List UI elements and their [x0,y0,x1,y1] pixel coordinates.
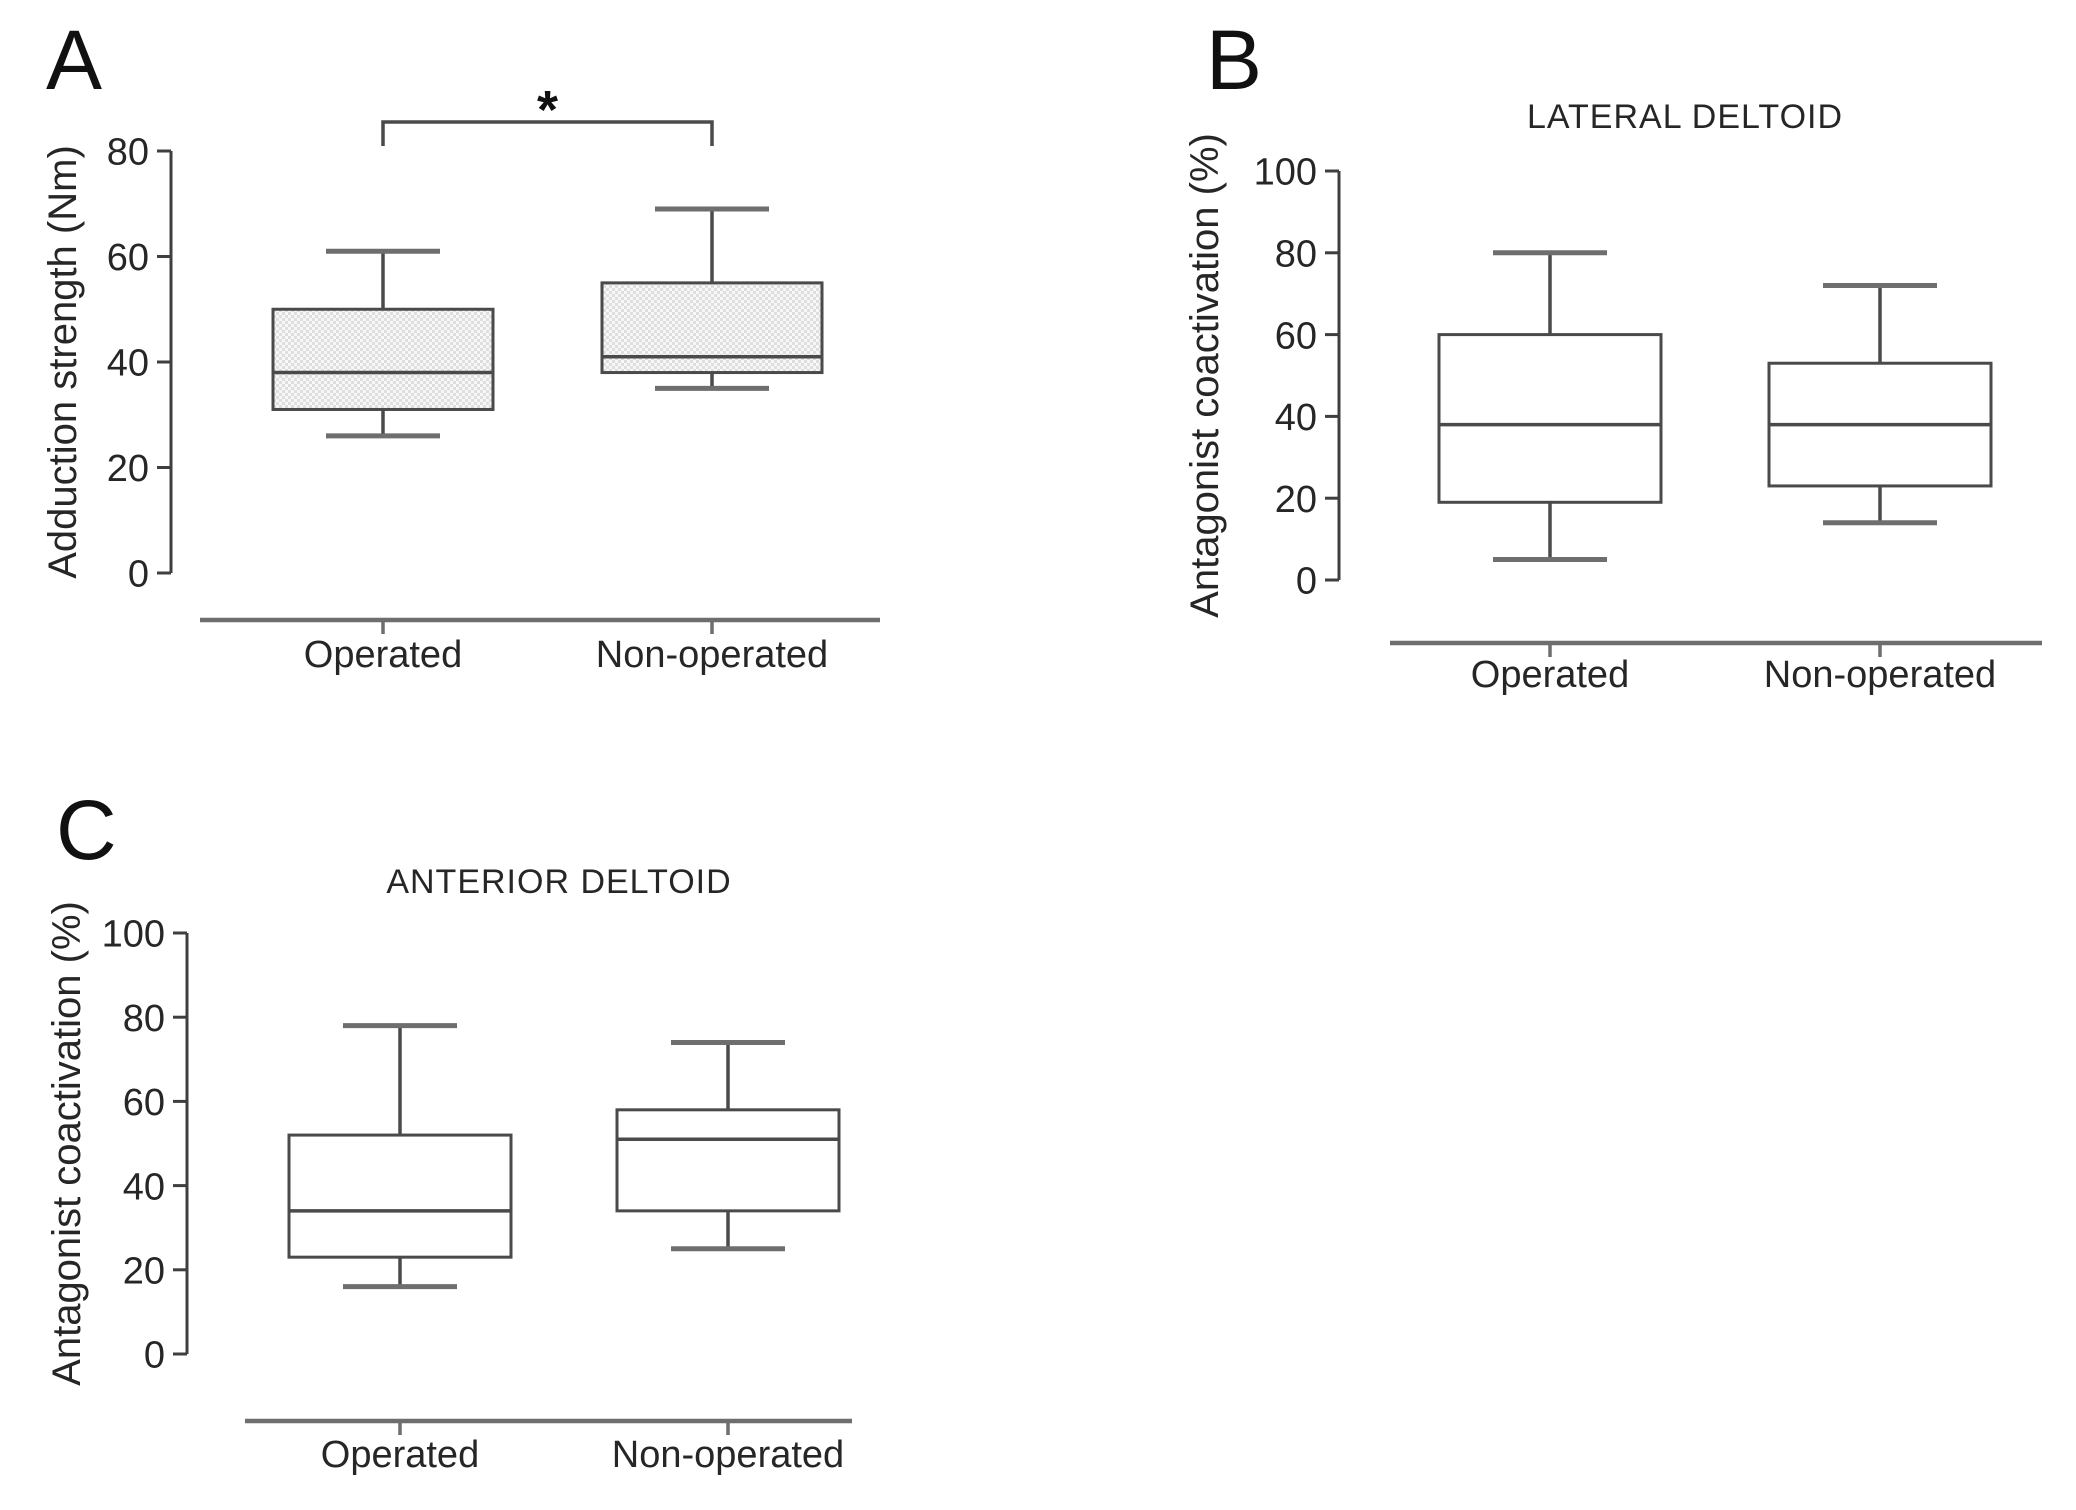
iqr-box [287,1133,513,1259]
box-operated [1437,250,1663,563]
panel-a-plot: 80 60 40 20 0 Adduction strength (Nm) Operated… [41,80,880,676]
panel-b-plot: 100 80 60 40 20 0 Antagonist coactivation (%) O… [1183,133,2042,696]
panel-c-title: ANTERIOR DELTOID [386,863,732,901]
box-non-operated [600,206,824,391]
y-axis-title: Antagonist coactivation (%) [1183,133,1227,618]
panel-b-letter: B [1206,13,1263,107]
panel-b-title: LATERAL DELTOID [1526,98,1844,136]
box-non-operated [615,1039,841,1252]
category-label: Non-operated [612,1434,844,1476]
y-tick-label: 100 [1254,152,1317,194]
panel-c-plot: 100 80 60 40 20 0 Antagonist coactivation (%) O… [45,901,852,1476]
y-tick-label: 20 [123,1250,165,1292]
y-tick-label: 20 [107,448,149,490]
panel-a-letter: A [46,13,103,107]
category-label: Operated [1471,654,1629,696]
iqr-box [600,281,824,375]
category-label: Operated [321,1434,479,1476]
y-tick-label: 0 [1296,561,1317,603]
y-tick-label: 80 [107,132,149,174]
y-tick-label: 60 [1275,315,1317,357]
y-tick-label: 60 [107,237,149,279]
significance-star: * [537,80,558,140]
iqr-box [615,1108,841,1213]
y-tick-label: 40 [107,343,149,385]
category-label: Operated [304,634,462,676]
iqr-box [271,307,495,411]
category-label: Non-operated [596,634,828,676]
y-tick-label: 20 [1275,479,1317,521]
y-tick-label: 60 [123,1082,165,1124]
y-tick-label: 0 [128,554,149,596]
y-tick-label: 40 [123,1166,165,1208]
box-operated [271,248,495,439]
y-tick-label: 80 [1275,233,1317,275]
y-axis-title: Antagonist coactivation (%) [45,901,89,1386]
y-tick-label: 40 [1275,397,1317,439]
box-non-operated [1767,283,1993,526]
y-axis-title: Adduction strength (Nm) [41,145,85,579]
y-tick-label: 80 [123,998,165,1040]
category-label: Non-operated [1764,654,1996,696]
iqr-box [1437,333,1663,504]
y-tick-label: 0 [144,1335,165,1377]
y-tick-label: 100 [102,914,165,956]
panel-c-letter: C [56,783,117,877]
box-operated [287,1023,513,1290]
significance-bracket [381,120,714,146]
